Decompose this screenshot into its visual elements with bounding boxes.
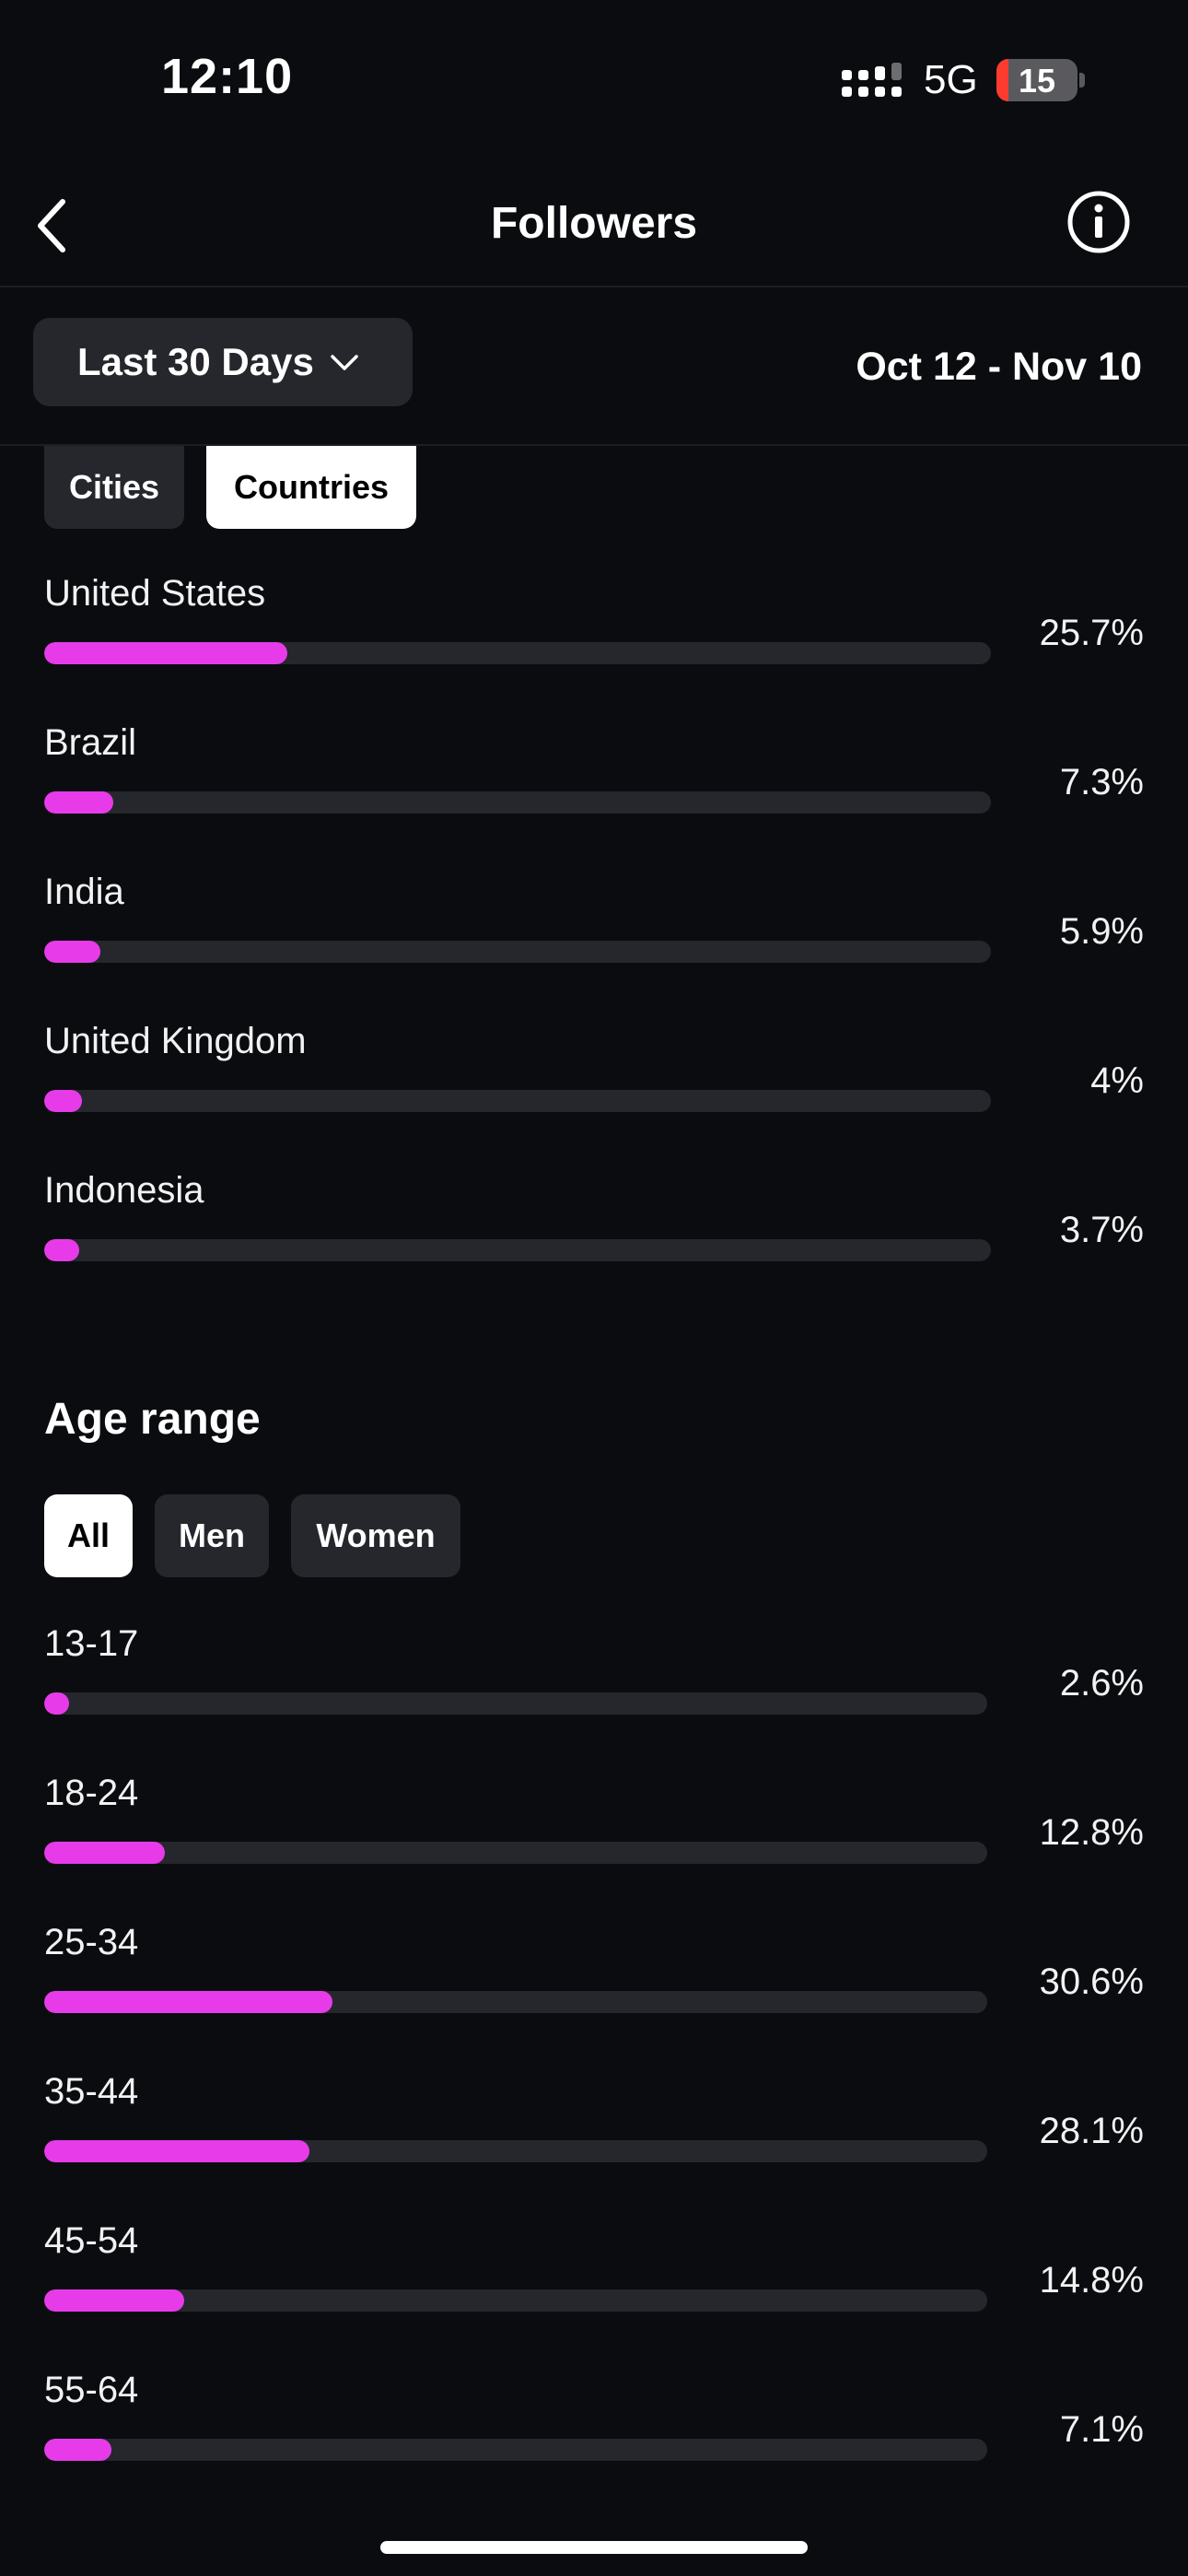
country-row: India 5.9% xyxy=(44,872,1144,1001)
country-name: United States xyxy=(44,573,266,614)
status-bar: 12:10 5G 15 xyxy=(0,0,1188,161)
age-bar-fill xyxy=(44,2289,184,2312)
age-percent: 7.1% xyxy=(1059,2409,1144,2450)
country-name: Brazil xyxy=(44,722,137,763)
age-range-label: 55-64 xyxy=(44,2370,139,2410)
country-bar-track xyxy=(44,941,991,963)
age-row: 45-54 14.8% xyxy=(44,2220,1144,2349)
status-time: 12:10 xyxy=(161,49,294,104)
country-row: United States 25.7% xyxy=(44,573,1144,702)
country-bar-track xyxy=(44,1090,991,1112)
country-percent: 4% xyxy=(1090,1060,1144,1101)
age-percent: 14.8% xyxy=(1039,2260,1144,2301)
age-bar-track xyxy=(44,1842,987,1864)
age-row: 55-64 7.1% xyxy=(44,2370,1144,2499)
page-title: Followers xyxy=(490,199,698,248)
age-percent: 2.6% xyxy=(1059,1663,1144,1704)
country-bar-fill xyxy=(44,1090,82,1112)
tab-men-label: Men xyxy=(179,1516,245,1554)
tab-countries[interactable]: Countries xyxy=(206,446,416,529)
age-bar-fill xyxy=(44,1842,165,1864)
country-bar-track xyxy=(44,1239,991,1261)
age-range-title: Age range xyxy=(44,1395,261,1444)
age-percent: 12.8% xyxy=(1039,1812,1144,1853)
age-bar-fill xyxy=(44,1991,332,2013)
tab-cities-label: Cities xyxy=(68,468,160,506)
age-bar-fill xyxy=(44,1692,69,1715)
tab-cities[interactable]: Cities xyxy=(44,446,184,529)
country-bar-fill xyxy=(44,791,113,814)
country-bar-track xyxy=(44,791,991,814)
tab-women[interactable]: Women xyxy=(291,1494,460,1577)
country-percent: 5.9% xyxy=(1059,911,1144,952)
country-bar-fill xyxy=(44,941,100,963)
country-row: Indonesia 3.7% xyxy=(44,1170,1144,1299)
age-range-label: 35-44 xyxy=(44,2071,139,2112)
date-filter-row: Last 30 Days Oct 12 - Nov 10 xyxy=(0,287,1188,446)
tab-women-label: Women xyxy=(316,1516,436,1554)
age-row: 35-44 28.1% xyxy=(44,2071,1144,2200)
age-bar-fill xyxy=(44,2439,111,2461)
cellular-signal-icon xyxy=(842,63,902,97)
country-row: Brazil 7.3% xyxy=(44,722,1144,851)
chevron-down-icon xyxy=(331,355,358,370)
age-row: 18-24 12.8% xyxy=(44,1773,1144,1902)
age-bar-track xyxy=(44,2289,987,2312)
date-range-dropdown[interactable]: Last 30 Days xyxy=(33,318,413,406)
tab-men[interactable]: Men xyxy=(155,1494,269,1577)
network-type: 5G xyxy=(924,57,978,102)
date-range-label: Last 30 Days xyxy=(77,340,314,383)
info-icon[interactable] xyxy=(1066,190,1131,254)
age-bar-track xyxy=(44,1692,987,1715)
age-bar-track xyxy=(44,2140,987,2162)
age-range-label: 25-34 xyxy=(44,1922,139,1962)
country-bar-fill xyxy=(44,642,287,664)
country-bar-track xyxy=(44,642,991,664)
country-name: United Kingdom xyxy=(44,1021,307,1061)
age-bar-track xyxy=(44,2439,987,2461)
country-name: Indonesia xyxy=(44,1170,204,1211)
country-row: United Kingdom 4% xyxy=(44,1021,1144,1150)
tab-all[interactable]: All xyxy=(44,1494,133,1577)
battery-level: 15 xyxy=(1018,62,1056,100)
age-row: 25-34 30.6% xyxy=(44,1922,1144,2051)
battery-nub xyxy=(1079,73,1085,88)
age-range-label: 13-17 xyxy=(44,1623,139,1664)
age-percent: 30.6% xyxy=(1039,1961,1144,2002)
age-range-label: 45-54 xyxy=(44,2220,139,2261)
battery-icon: 15 xyxy=(996,59,1077,101)
country-percent: 3.7% xyxy=(1059,1210,1144,1250)
age-bar-fill xyxy=(44,2140,309,2162)
country-percent: 7.3% xyxy=(1059,762,1144,802)
age-bar-track xyxy=(44,1991,987,2013)
age-row: 13-17 2.6% xyxy=(44,1623,1144,1752)
country-name: India xyxy=(44,872,124,912)
date-range-text: Oct 12 - Nov 10 xyxy=(856,345,1142,389)
home-indicator[interactable] xyxy=(380,2541,808,2554)
age-range-label: 18-24 xyxy=(44,1773,139,1813)
age-percent: 28.1% xyxy=(1039,2111,1144,2151)
tab-all-label: All xyxy=(66,1516,110,1554)
battery-fill xyxy=(996,59,1009,101)
tab-countries-label: Countries xyxy=(233,468,389,506)
header: Followers xyxy=(0,161,1188,287)
country-bar-fill xyxy=(44,1239,79,1261)
back-chevron-icon[interactable] xyxy=(28,189,101,263)
country-percent: 25.7% xyxy=(1039,613,1144,653)
